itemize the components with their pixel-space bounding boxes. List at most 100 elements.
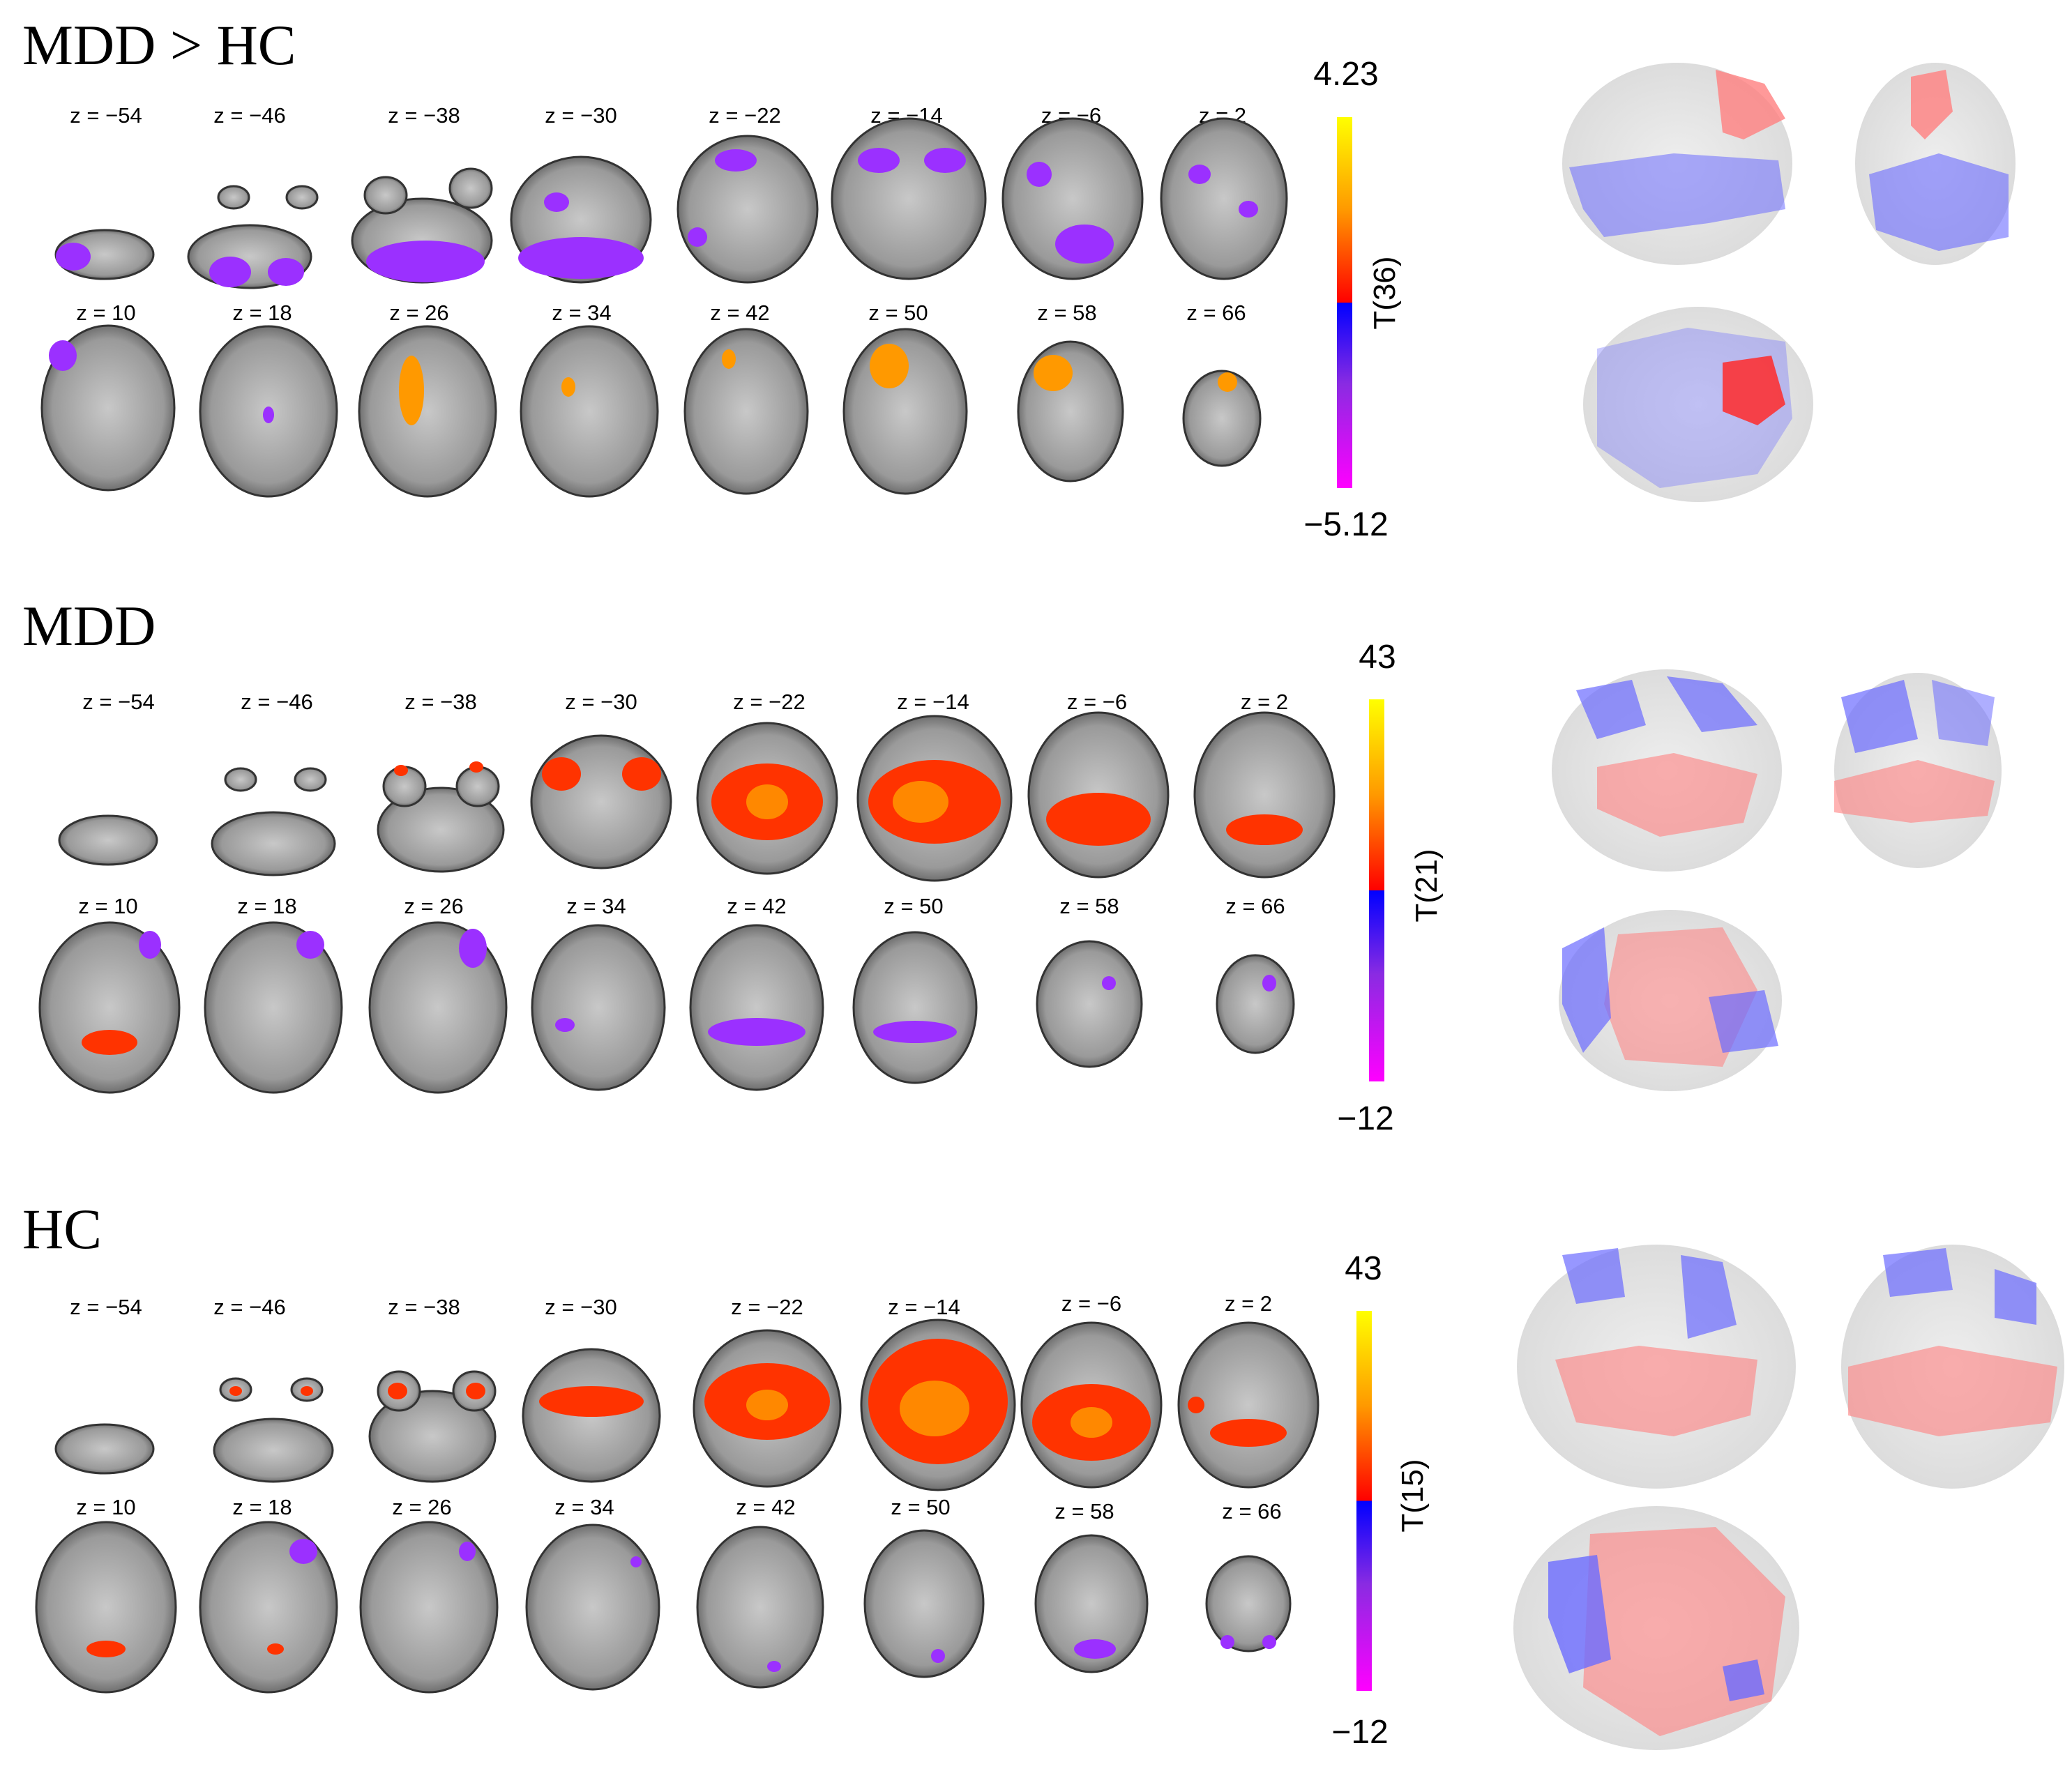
slice-label: z = −46 [241, 690, 312, 714]
brain-slice [358, 325, 497, 498]
brain-slice [455, 766, 500, 807]
brain-slice [368, 1390, 497, 1483]
brain-slice [683, 328, 809, 495]
slice-label: z = −46 [213, 1295, 285, 1319]
brain-slice [520, 325, 659, 498]
slice-images [38, 711, 1336, 1094]
activation-blob [1046, 793, 1151, 846]
brain-slice [696, 1526, 824, 1689]
glass-blob-negative [1548, 1555, 1611, 1673]
colorbar-min-label: −12 [1331, 1714, 1388, 1751]
activation-blob [1220, 1635, 1234, 1649]
colorbar-stat-label: T(21) [1409, 849, 1444, 922]
colorbar: 43 −12 T(15) [1331, 1250, 1430, 1751]
slice-labels: z = −54 z = −46 z = −38 z = −30 z = −22 … [70, 1291, 1281, 1524]
brain-slice [38, 921, 181, 1094]
activation-blob [561, 377, 575, 397]
activation-blob [1188, 1397, 1204, 1413]
slice-label: z = 42 [710, 301, 769, 325]
colorbar-gradient [1337, 117, 1352, 488]
slice-label: z = 58 [1037, 301, 1096, 325]
activation-blob [630, 1556, 642, 1567]
colorbar-stat-label: T(36) [1368, 256, 1402, 329]
slice-label: z = −38 [388, 1295, 460, 1319]
brain-slice [1182, 370, 1262, 467]
brain-slice [531, 924, 666, 1091]
slice-label: z = 18 [232, 301, 292, 325]
glass-blob-negative [1576, 680, 1646, 739]
brain-slice [1193, 711, 1336, 879]
colorbar-min-label: −12 [1337, 1100, 1393, 1137]
slice-label: z = 34 [554, 1495, 614, 1519]
activation-blob [555, 1018, 575, 1032]
brain-slice [676, 135, 819, 284]
slice-label: z = 66 [1186, 301, 1246, 325]
slice-label: z = −22 [731, 1295, 803, 1319]
activation-blob [708, 1018, 806, 1046]
glass-blob-positive [1555, 1346, 1757, 1436]
activation-blob [900, 1381, 969, 1436]
brain-slice [831, 117, 987, 280]
glass-brains [1552, 669, 2002, 1091]
panel-title: HC [22, 1197, 102, 1261]
glass-blob-negative [1562, 927, 1611, 1053]
brain-slice [852, 931, 978, 1084]
brain-slice [217, 185, 250, 210]
panel-hc: HC z = −54 z = −46 z = −38 z = −30 z = −… [22, 1197, 2064, 1751]
glass-blob-positive [1597, 753, 1757, 837]
slice-label: z = 66 [1225, 894, 1285, 918]
glass-blob-positive [1723, 356, 1785, 425]
activation-blob [1055, 225, 1114, 264]
activation-blob [858, 148, 900, 173]
slice-label: z = 58 [1054, 1499, 1114, 1524]
glass-blob-positive [1716, 70, 1785, 139]
activation-blob [1210, 1419, 1287, 1447]
slice-label: z = 50 [868, 301, 928, 325]
brain-slice [224, 767, 257, 792]
glass-blob-negative [1723, 1659, 1764, 1701]
activation-blob [1226, 814, 1303, 845]
activation-blob [1188, 165, 1211, 184]
brain-slice [863, 1529, 985, 1678]
activation-blob [459, 1542, 476, 1561]
glass-blob-negative [1883, 1248, 1953, 1297]
slice-label: z = 10 [76, 1495, 135, 1519]
activation-blob [139, 931, 161, 959]
brain-slice [363, 176, 408, 215]
activation-blob [931, 1649, 945, 1663]
colorbar: 43 −12 T(21) [1337, 639, 1444, 1137]
activation-blob [399, 356, 424, 425]
activation-blob [1239, 201, 1258, 218]
colorbar-max-label: 4.23 [1313, 56, 1378, 93]
glass-blob-positive [1911, 70, 1953, 139]
brain-slice [211, 811, 336, 876]
activation-blob [746, 784, 788, 819]
activation-blob [388, 1383, 407, 1399]
activation-blob [209, 257, 251, 287]
activation-blob [715, 149, 757, 172]
activation-blob [1262, 975, 1276, 991]
slice-label: z = 34 [552, 301, 611, 325]
glass-blob-negative [1667, 676, 1757, 732]
glass-blob-positive [1848, 1346, 2057, 1436]
activation-blob [1262, 1635, 1276, 1649]
activation-blob [469, 761, 483, 773]
colorbar-max-label: 43 [1359, 639, 1396, 676]
activation-blob [1071, 1407, 1112, 1438]
brain-slice [359, 1521, 499, 1694]
brain-slice [40, 324, 176, 492]
slice-label: z = 10 [76, 301, 135, 325]
slice-label: z = 18 [237, 894, 296, 918]
slice-label: z = −54 [82, 690, 154, 714]
colorbar-gradient [1369, 699, 1384, 1081]
activation-blob [1034, 355, 1073, 391]
brain-slice [530, 734, 672, 869]
brain-slice [1017, 340, 1124, 483]
glass-blob-negative [1869, 153, 2009, 251]
glass-blob-negative [1569, 153, 1785, 237]
activation-blob [688, 227, 707, 247]
glass-blob-negative [1995, 1269, 2036, 1325]
slice-images [40, 117, 1288, 498]
activation-blob [49, 340, 77, 371]
brain-slice [1205, 1555, 1292, 1652]
